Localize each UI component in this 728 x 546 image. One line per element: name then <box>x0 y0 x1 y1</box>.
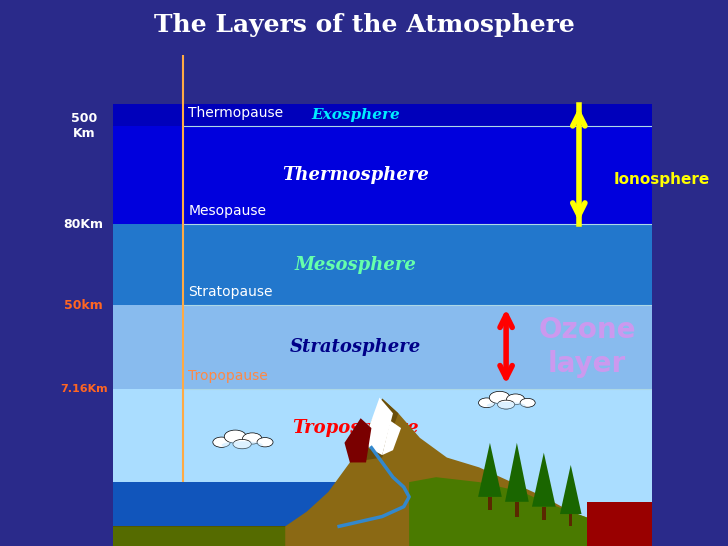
Polygon shape <box>505 443 529 502</box>
Bar <box>113 224 652 305</box>
Text: 500
Km: 500 Km <box>71 112 97 140</box>
Polygon shape <box>560 465 582 514</box>
Polygon shape <box>366 397 393 455</box>
Text: 50km: 50km <box>64 299 103 312</box>
Bar <box>113 305 652 389</box>
Ellipse shape <box>221 441 263 449</box>
Bar <box>488 497 491 511</box>
Polygon shape <box>350 399 398 462</box>
Text: 80Km: 80Km <box>64 218 103 230</box>
Ellipse shape <box>520 399 535 407</box>
Bar <box>587 502 652 546</box>
Text: Thermosphere: Thermosphere <box>282 166 429 184</box>
Polygon shape <box>113 512 652 546</box>
Bar <box>113 482 339 546</box>
Ellipse shape <box>213 437 230 447</box>
Ellipse shape <box>242 433 262 444</box>
Bar <box>113 104 652 126</box>
Text: Mesopause: Mesopause <box>189 204 266 218</box>
Ellipse shape <box>478 398 495 408</box>
Ellipse shape <box>224 430 246 443</box>
Ellipse shape <box>487 402 526 409</box>
Polygon shape <box>409 477 652 546</box>
Text: Thermopause: Thermopause <box>189 106 283 120</box>
Polygon shape <box>532 453 555 507</box>
Ellipse shape <box>489 391 510 403</box>
Polygon shape <box>344 418 371 462</box>
Bar <box>113 526 652 546</box>
Text: Ozone
layer: Ozone layer <box>538 316 636 378</box>
Text: Stratopause: Stratopause <box>189 286 273 299</box>
Text: Mesosphere: Mesosphere <box>294 256 416 274</box>
Ellipse shape <box>507 394 525 405</box>
Bar <box>542 507 545 520</box>
Ellipse shape <box>497 400 515 409</box>
Polygon shape <box>478 443 502 497</box>
Text: Troposphere: Troposphere <box>292 419 419 437</box>
Text: The Layers of the Atmosphere: The Layers of the Atmosphere <box>154 13 574 37</box>
Bar <box>113 389 652 546</box>
Text: Ionosphere: Ionosphere <box>614 173 710 187</box>
Bar <box>515 502 518 517</box>
Ellipse shape <box>257 437 273 447</box>
Text: 7.16Km: 7.16Km <box>60 384 108 394</box>
Ellipse shape <box>233 440 251 449</box>
Polygon shape <box>285 399 652 546</box>
Text: Exosphere: Exosphere <box>311 108 400 122</box>
Bar <box>113 126 652 224</box>
Text: Tropopause: Tropopause <box>189 369 268 383</box>
Text: Stratosphere: Stratosphere <box>290 338 421 356</box>
Polygon shape <box>382 420 401 455</box>
Bar <box>569 514 572 526</box>
